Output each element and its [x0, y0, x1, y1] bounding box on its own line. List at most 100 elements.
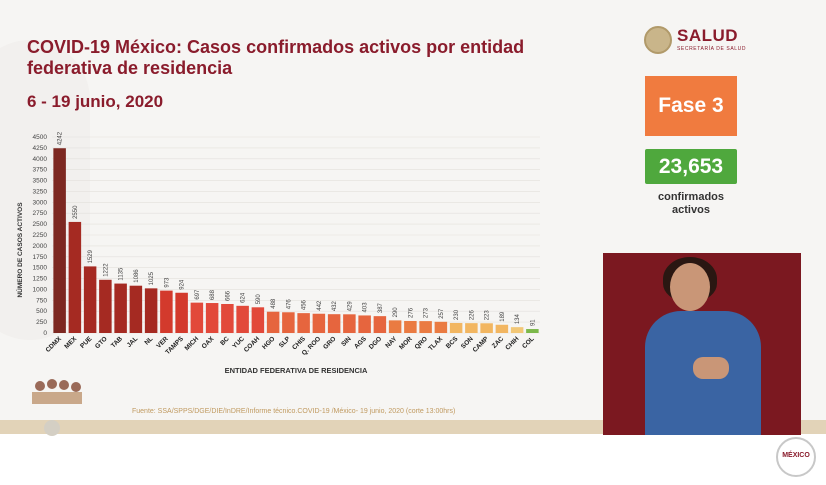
x-tick-label: COAH: [243, 335, 262, 354]
bar: [68, 221, 82, 333]
data-label: 973: [164, 277, 170, 288]
salud-logo: SALUD SECRETARÍA DE SALUD: [644, 24, 754, 60]
data-label: 276: [408, 307, 414, 318]
logo-name: SALUD: [677, 26, 739, 45]
seal-icon: [44, 420, 60, 436]
x-tick-label: TLAX: [427, 335, 444, 352]
bar: [480, 323, 493, 333]
bar: [404, 320, 417, 333]
data-label: 134: [515, 313, 521, 324]
data-label: 456: [302, 299, 308, 310]
bar: [510, 327, 524, 333]
y-tick-label: 0: [43, 330, 47, 337]
data-label: 1025: [149, 271, 155, 285]
x-tick-label: HGO: [261, 335, 276, 350]
data-label: 226: [469, 309, 475, 320]
bar: [221, 303, 234, 333]
data-label: 590: [256, 294, 262, 305]
bar: [266, 311, 280, 333]
x-tick-label: BC: [219, 335, 231, 347]
bar: [236, 305, 249, 333]
bar: [419, 321, 432, 333]
confirmados-label: confirmados activos: [657, 191, 724, 216]
data-label: 1529: [88, 249, 94, 263]
confirmados-count: 23,653: [645, 149, 737, 184]
data-label: 476: [286, 299, 292, 310]
data-label: 257: [439, 308, 445, 319]
bar: [526, 329, 539, 333]
bar: [114, 283, 127, 333]
mexico-logo-text: MÉXICO: [782, 452, 810, 459]
page-title: COVID-19 México: Casos confirmados activ…: [27, 37, 525, 78]
bar: [83, 266, 97, 333]
bar-chart: 0 250 500 750 1000 1250 1500 1750 2000 2250 2500 27…: [15, 131, 540, 375]
coat-of-arms-icon: [644, 26, 672, 54]
y-tick-label: 3500: [33, 178, 48, 185]
y-tick-label: 4500: [33, 134, 48, 141]
bar: [144, 288, 158, 333]
x-axis-label: ENTIDAD FEDERATIVA DE RESIDENCIA: [225, 366, 368, 375]
x-tick-label: GRO: [322, 335, 337, 350]
x-tick-label: COL: [521, 335, 536, 350]
y-tick-label: 1250: [33, 276, 48, 283]
y-tick-label: 2500: [33, 221, 48, 228]
x-tick-label: MICH: [184, 335, 201, 352]
y-tick-label: 750: [36, 297, 47, 304]
x-tick-label: CDMX: [45, 335, 64, 354]
bar: [205, 303, 219, 333]
x-tick-label: SLP: [278, 335, 292, 349]
bar: [312, 313, 326, 333]
fase-badge: Fase 3: [645, 76, 737, 136]
data-label: 924: [180, 279, 186, 290]
data-label: 688: [210, 289, 216, 300]
x-tick-label: NL: [143, 335, 154, 346]
bar: [53, 148, 66, 333]
x-tick-label: MEX: [63, 335, 78, 350]
bar: [495, 324, 509, 333]
data-label: 91: [530, 319, 536, 326]
x-tick-label: SIN: [340, 335, 353, 348]
x-tick-label: MOR: [398, 335, 414, 351]
bar: [175, 292, 188, 333]
data-label: 1086: [134, 269, 140, 283]
y-tick-label: 2250: [33, 232, 48, 239]
x-tick-label: BCS: [445, 335, 460, 350]
bar: [449, 322, 463, 333]
interpreter-face: [670, 263, 710, 311]
historical-figures-icon: [30, 374, 84, 406]
data-label: 432: [332, 301, 338, 312]
data-label: 488: [271, 298, 277, 309]
sign-language-interpreter: [603, 253, 801, 435]
bar: [373, 316, 387, 333]
y-tick-label: 2750: [33, 210, 48, 217]
x-tick-label: TAB: [110, 335, 124, 349]
y-tick-label: 2000: [33, 243, 48, 250]
bar: [297, 313, 310, 333]
x-tick-label: CAMP: [472, 335, 491, 354]
y-tick-label: 3750: [33, 167, 48, 174]
data-label: 666: [225, 290, 231, 301]
y-tick-label: 250: [36, 319, 47, 326]
x-tick-label: OAX: [201, 335, 216, 350]
source-note: Fuente: SSA/SPPS/DGE/DIE/InDRE/Informe t…: [132, 408, 456, 415]
x-tick-label: QRO: [414, 335, 429, 350]
x-tick-label: DGO: [368, 335, 383, 350]
data-label: 387: [378, 302, 384, 313]
bar: [388, 320, 402, 333]
y-tick-label: 500: [36, 308, 47, 315]
y-tick-label: 4250: [33, 145, 48, 152]
data-label: 223: [485, 310, 491, 321]
y-tick-label: 3250: [33, 188, 48, 195]
x-tick-label: AGS: [353, 335, 368, 350]
data-label: 697: [195, 289, 201, 300]
bar: [99, 279, 112, 333]
mexico-logo: MÉXICO: [776, 437, 816, 477]
slide: COVID-19 México: Casos confirmados activ…: [0, 0, 826, 432]
data-label: 2550: [73, 205, 79, 219]
bar: [343, 314, 356, 333]
y-tick-label: 1750: [33, 254, 48, 261]
x-tick-label: GTO: [94, 335, 109, 350]
y-axis-label: NÚMERO DE CASOS ACTIVOS: [15, 202, 24, 298]
bar: [251, 307, 265, 333]
chart-bars: [53, 148, 539, 333]
